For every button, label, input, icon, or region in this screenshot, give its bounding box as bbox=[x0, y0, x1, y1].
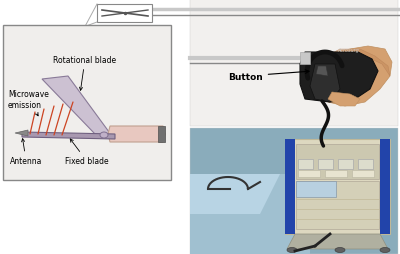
Polygon shape bbox=[300, 53, 378, 103]
Polygon shape bbox=[108, 126, 165, 142]
Bar bbox=[298, 170, 320, 177]
Bar bbox=[358, 159, 373, 169]
Polygon shape bbox=[287, 234, 388, 249]
FancyBboxPatch shape bbox=[3, 26, 171, 180]
Bar bbox=[190, 129, 398, 254]
Polygon shape bbox=[190, 174, 310, 254]
Ellipse shape bbox=[100, 133, 108, 138]
Ellipse shape bbox=[380, 248, 390, 252]
Polygon shape bbox=[310, 65, 340, 103]
Polygon shape bbox=[318, 47, 392, 107]
Text: Microwave
emission: Microwave emission bbox=[8, 90, 49, 116]
Bar bbox=[285, 139, 390, 234]
Bar bbox=[285, 139, 295, 234]
Text: Button: Button bbox=[228, 70, 309, 81]
Bar bbox=[352, 170, 374, 177]
FancyBboxPatch shape bbox=[97, 5, 152, 23]
Text: Antenna: Antenna bbox=[10, 139, 42, 166]
Bar bbox=[338, 159, 353, 169]
Bar bbox=[318, 159, 333, 169]
Text: Fixed blade: Fixed blade bbox=[65, 139, 109, 166]
Ellipse shape bbox=[287, 248, 297, 252]
Text: Acrosurg: Acrosurg bbox=[337, 47, 359, 52]
Bar bbox=[296, 181, 336, 197]
Polygon shape bbox=[330, 50, 390, 77]
Polygon shape bbox=[42, 77, 112, 136]
Polygon shape bbox=[300, 53, 310, 65]
Polygon shape bbox=[158, 126, 165, 142]
Bar bbox=[296, 145, 379, 179]
Bar bbox=[298, 159, 313, 169]
Polygon shape bbox=[190, 174, 280, 214]
Bar bbox=[296, 181, 379, 229]
Bar bbox=[380, 139, 390, 234]
Bar bbox=[325, 170, 347, 177]
Polygon shape bbox=[15, 131, 28, 136]
Polygon shape bbox=[22, 133, 115, 139]
Polygon shape bbox=[316, 67, 328, 77]
Bar bbox=[190, 0, 398, 126]
Text: Rotational blade: Rotational blade bbox=[54, 56, 116, 91]
Ellipse shape bbox=[335, 248, 345, 252]
Polygon shape bbox=[328, 93, 360, 107]
